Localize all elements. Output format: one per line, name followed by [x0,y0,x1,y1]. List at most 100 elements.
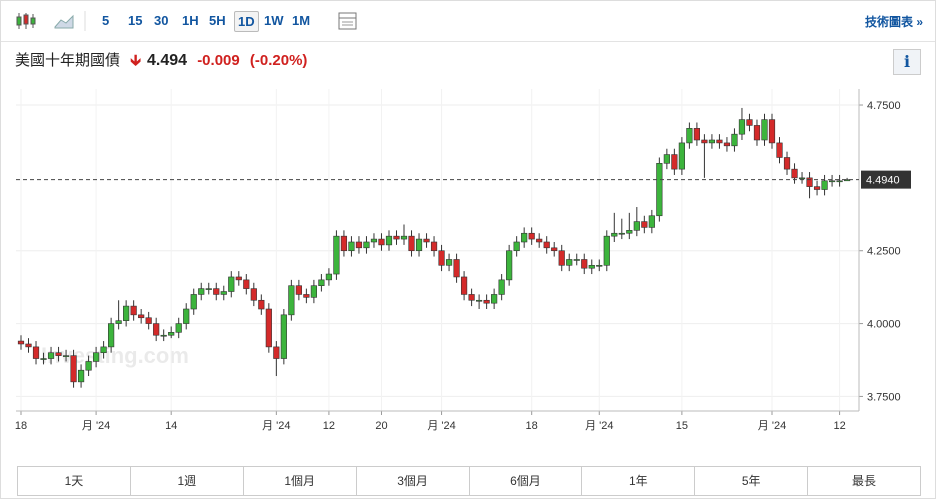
candle-body [280,314,287,359]
candle-body [153,323,160,336]
candle-body [430,241,438,252]
candle-body [821,180,828,190]
candle-body [258,299,265,310]
candle-body [115,320,122,324]
indicator-icon[interactable] [337,11,359,31]
interval-button[interactable]: 30 [154,13,169,28]
range-button[interactable]: 1週 [131,467,244,495]
interval-button[interactable]: 5 [102,13,110,28]
candle-body [723,142,731,147]
candle-body [77,369,85,383]
candle-body [355,241,363,249]
y-tick-label: 4.0000 [867,319,901,331]
technical-link[interactable]: 技術圖表 » [864,15,923,29]
candle-body [445,259,453,266]
candle-body [93,352,100,362]
candle-body [573,259,580,261]
range-button[interactable]: 5年 [695,467,809,495]
range-button[interactable]: 3個月 [357,467,470,495]
interval-button[interactable]: 1W [264,13,284,28]
interval-button[interactable]: 1H [182,13,199,28]
y-tick-label: 3.7500 [867,391,901,403]
candle-body [716,139,723,144]
change: -0.009 [197,52,240,69]
candle-body [205,288,212,290]
candle-body [123,305,130,321]
candle-body [776,142,783,158]
x-tick-label: 14 [165,420,177,432]
candle-body [265,308,272,348]
candle-body [325,273,333,281]
candle-body [25,343,32,348]
candle-body [596,264,603,267]
candle-body [145,317,152,324]
range-button[interactable]: 1年 [582,467,696,495]
x-tick-label: 18 [15,420,27,432]
y-tick-label: 4.7500 [867,100,901,112]
candle-body [175,323,182,333]
candle-body [32,346,40,359]
candle-body [536,238,543,243]
candle-body [656,163,663,217]
candle-body [491,294,498,304]
candle-body [843,179,851,182]
interval-button[interactable]: 1M [292,13,311,28]
candle-body [108,323,115,348]
candle-body [746,119,753,126]
candle-body [701,139,708,144]
info-button[interactable]: i [893,49,921,75]
candle-body [671,154,678,170]
quote-header: 美國十年期國債 🡳 4.494 -0.009 (-0.20%) [15,49,313,75]
candle-body [828,180,836,183]
interval-button[interactable]: 5H [209,13,226,28]
interval-button[interactable]: 1D [234,11,259,32]
candle-body [813,186,821,190]
interval-button[interactable]: 15 [128,13,143,28]
range-button[interactable]: 1天 [18,467,131,495]
candle-body [295,285,302,295]
candle-body [310,285,317,298]
x-tick-label: 20 [375,420,387,432]
change-pct: (-0.20%) [249,52,308,69]
candle-body [228,276,235,292]
candle-body [708,139,716,144]
candle-body [603,235,610,266]
candle-body [85,361,92,371]
candle-body [40,358,47,360]
candle-body [693,128,700,141]
candle-body [581,259,588,269]
candle-body [348,241,355,252]
range-button[interactable]: 1個月 [244,467,357,495]
candle-body [543,241,550,249]
x-tick-label: 18 [526,420,538,432]
candle-body [453,259,460,278]
candle-body [806,177,813,187]
candle-body [483,299,490,304]
candle-body [423,238,430,243]
candle-body [566,259,573,266]
candle-body [333,235,340,275]
range-button[interactable]: 6個月 [470,467,583,495]
chart-type-icons[interactable] [15,11,95,31]
candle-body [250,288,257,301]
x-tick-label: 月 '24 [427,420,455,432]
price: 4.494 [146,52,188,69]
candle-body [528,232,535,240]
candle-body [198,288,205,295]
candle-body [731,133,738,147]
candle-body [738,119,746,135]
candle-body [438,250,445,266]
candle-body [378,238,385,246]
candle-body [100,346,107,354]
candle-body [340,235,348,252]
x-tick-label: 月 '24 [82,420,110,432]
candle-body [648,215,655,228]
candle-body [836,180,843,183]
range-button[interactable]: 最長 [852,474,877,488]
candle-body [138,314,145,319]
range-bar: 1天 1週 1個月 3個月 6個月 1年 5年 最長 [17,466,921,496]
candle-body [363,241,370,249]
candle-body [783,157,791,170]
candle-body [460,276,468,295]
